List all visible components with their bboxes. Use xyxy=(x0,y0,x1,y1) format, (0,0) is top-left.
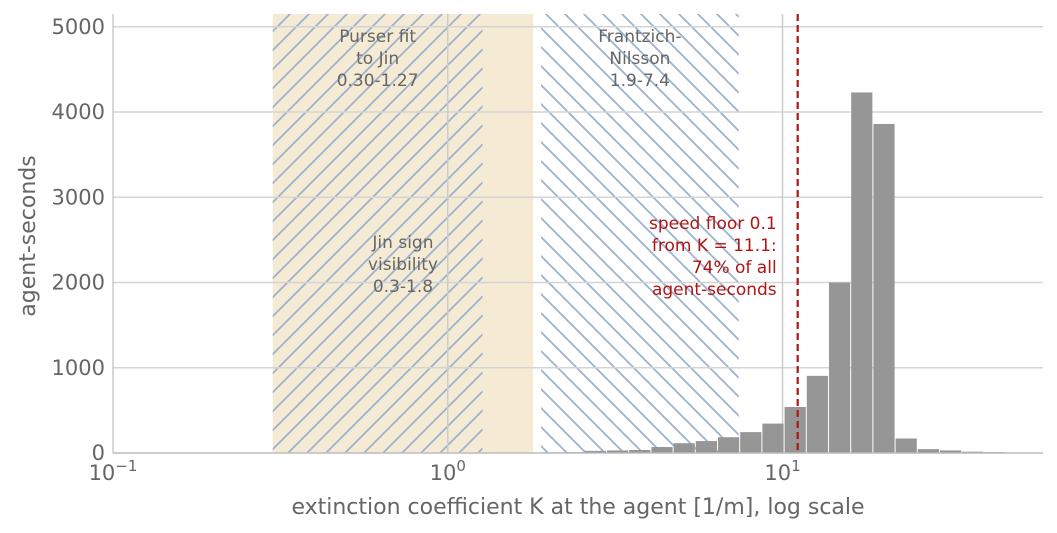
region-label-line: 0.30-1.27 xyxy=(337,71,419,91)
region-label-line: 0.3-1.8 xyxy=(373,277,433,297)
x-tick-label: 101 xyxy=(764,457,800,485)
region-label-line: Jin sign xyxy=(371,233,433,253)
histogram-bar xyxy=(806,375,828,453)
histogram-bar xyxy=(828,282,851,453)
y-tick-label: 0 xyxy=(92,441,105,465)
histogram-bar xyxy=(673,443,695,453)
y-tick-label: 3000 xyxy=(52,185,105,209)
x-axis-title: extinction coefficient K at the agent [1… xyxy=(291,495,864,520)
y-tick-label: 1000 xyxy=(52,356,105,380)
histogram-bar xyxy=(962,451,984,453)
histogram-bar xyxy=(939,450,962,453)
histogram-bar xyxy=(895,438,917,453)
region-label-line: visibility xyxy=(368,255,438,275)
histogram-bar xyxy=(762,423,784,453)
annotation-line: 74% of all xyxy=(692,258,777,278)
region-label-line: Nilsson xyxy=(609,49,670,69)
histogram-bar xyxy=(629,450,651,453)
region-hatch-back xyxy=(541,14,739,453)
x-tick-label: 10−1 xyxy=(89,457,138,485)
histogram-bar xyxy=(695,441,717,453)
histogram-bar xyxy=(584,450,606,453)
annotation-line: from K = 11.1: xyxy=(652,236,777,256)
histogram-bar xyxy=(851,92,873,453)
histogram-bar xyxy=(651,447,673,453)
histogram-bar xyxy=(740,432,762,453)
y-tick-label: 5000 xyxy=(52,15,105,39)
region-label-line: to Jin xyxy=(356,49,399,69)
histogram-bar xyxy=(784,406,806,453)
x-tick-label: 100 xyxy=(430,457,466,485)
region-label-line: 1.9-7.4 xyxy=(610,71,670,91)
region-label-line: Frantzich- xyxy=(598,27,681,47)
annotation-line: agent-seconds xyxy=(652,280,777,300)
y-axis-title: agent-seconds xyxy=(16,155,41,316)
annotation-line: speed floor 0.1 xyxy=(649,214,777,234)
histogram-bar xyxy=(606,450,629,453)
histogram-bars xyxy=(362,92,1006,454)
region-label-line: Purser fit xyxy=(339,27,416,47)
axes xyxy=(112,14,1043,454)
histogram-bar xyxy=(717,437,740,453)
histogram-bar xyxy=(873,123,895,453)
histogram-bar xyxy=(917,449,939,453)
y-tick-label: 4000 xyxy=(52,100,105,124)
y-tick-label: 2000 xyxy=(52,271,105,295)
